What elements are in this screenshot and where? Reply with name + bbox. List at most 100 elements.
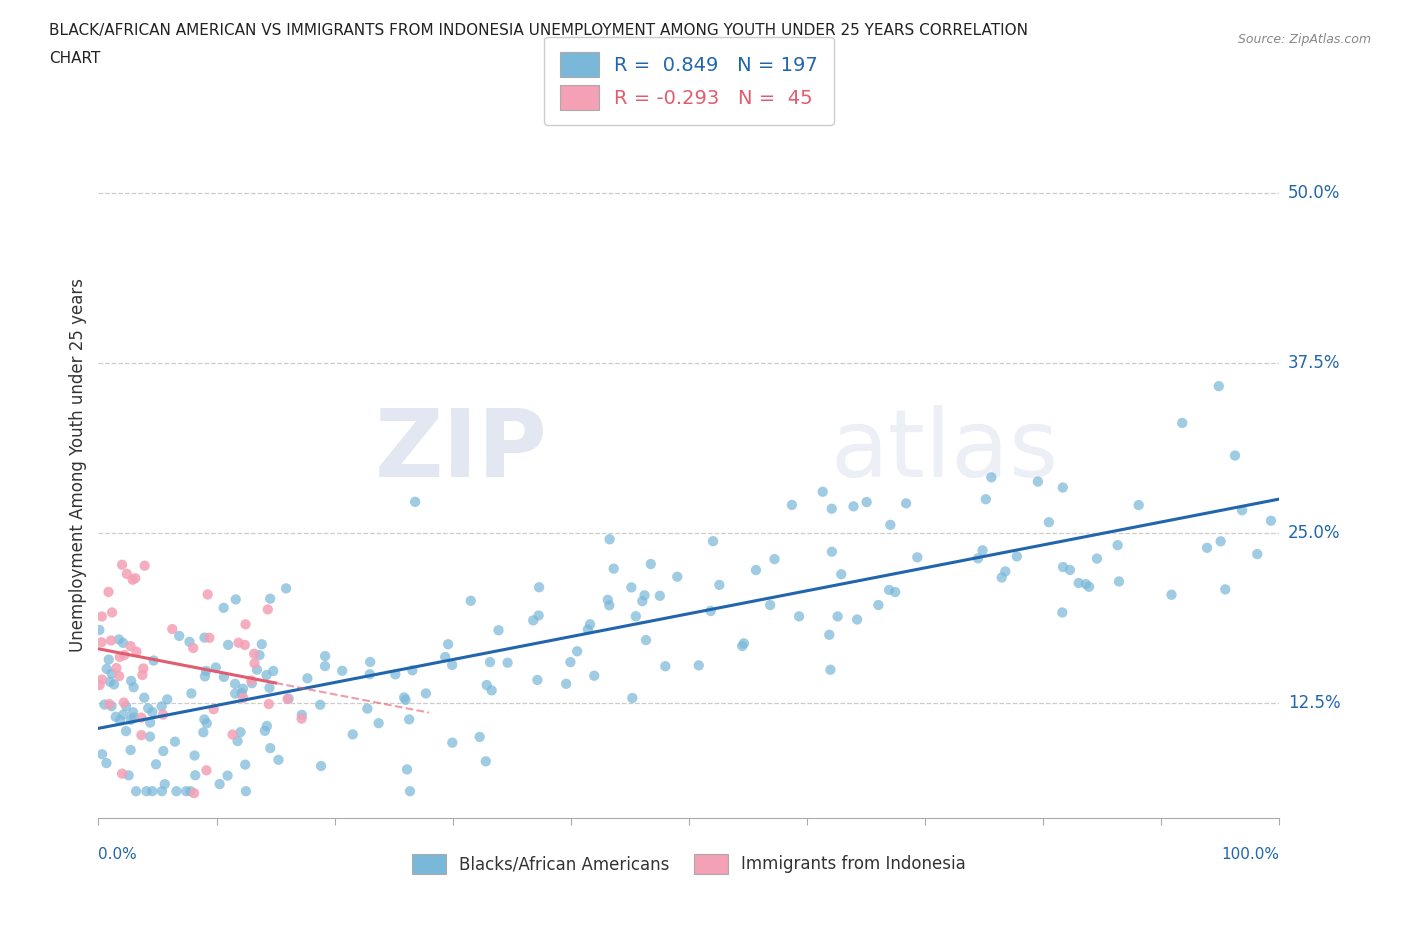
Point bbox=[1107, 538, 1129, 552]
Point bbox=[1108, 574, 1130, 589]
Point bbox=[277, 692, 299, 707]
Point bbox=[522, 613, 544, 628]
Point bbox=[249, 647, 271, 662]
Point bbox=[330, 663, 353, 678]
Point bbox=[136, 701, 159, 716]
Point bbox=[401, 663, 423, 678]
Point bbox=[139, 729, 162, 744]
Point bbox=[132, 661, 155, 676]
Point bbox=[356, 701, 378, 716]
Point bbox=[226, 734, 249, 749]
Point bbox=[277, 691, 299, 706]
Point bbox=[117, 768, 139, 783]
Point bbox=[434, 649, 457, 664]
Point bbox=[868, 598, 890, 613]
Point bbox=[879, 517, 901, 532]
Point bbox=[1085, 551, 1108, 566]
Point bbox=[259, 591, 281, 606]
Point bbox=[437, 637, 460, 652]
Point bbox=[1059, 563, 1081, 578]
Point bbox=[112, 695, 135, 710]
Point bbox=[180, 784, 202, 799]
Point bbox=[231, 685, 253, 700]
Point bbox=[195, 763, 218, 777]
Point bbox=[141, 784, 163, 799]
Point bbox=[131, 727, 153, 742]
Point bbox=[193, 631, 215, 645]
Point bbox=[156, 692, 179, 707]
Point bbox=[96, 661, 118, 676]
Point bbox=[821, 501, 844, 516]
Point bbox=[699, 604, 721, 618]
Text: 12.5%: 12.5% bbox=[1288, 694, 1340, 711]
Point bbox=[846, 612, 869, 627]
Point bbox=[309, 759, 332, 774]
Point bbox=[101, 605, 124, 620]
Point bbox=[395, 762, 418, 777]
Point bbox=[527, 579, 550, 594]
Point bbox=[152, 744, 174, 759]
Point bbox=[1208, 379, 1230, 393]
Point bbox=[576, 622, 599, 637]
Text: atlas: atlas bbox=[831, 405, 1059, 497]
Point bbox=[830, 566, 852, 581]
Point bbox=[555, 676, 578, 691]
Point bbox=[994, 564, 1017, 578]
Point bbox=[198, 631, 221, 645]
Point bbox=[90, 609, 112, 624]
Point bbox=[115, 724, 138, 738]
Point bbox=[112, 707, 135, 722]
Point bbox=[108, 712, 131, 727]
Point bbox=[232, 682, 254, 697]
Point bbox=[631, 593, 654, 608]
Point bbox=[235, 617, 257, 631]
Point bbox=[97, 584, 120, 599]
Point bbox=[233, 757, 256, 772]
Point bbox=[131, 711, 153, 725]
Point bbox=[145, 757, 167, 772]
Point bbox=[1230, 503, 1253, 518]
Text: 25.0%: 25.0% bbox=[1288, 524, 1340, 542]
Point bbox=[488, 623, 510, 638]
Point bbox=[1052, 560, 1074, 575]
Point bbox=[980, 470, 1002, 485]
Point bbox=[256, 719, 278, 734]
Point bbox=[415, 686, 437, 701]
Point bbox=[163, 734, 186, 749]
Legend: Blacks/African Americans, Immigrants from Indonesia: Blacks/African Americans, Immigrants fro… bbox=[405, 847, 973, 881]
Point bbox=[1052, 605, 1074, 620]
Point bbox=[162, 621, 184, 636]
Point bbox=[259, 740, 281, 755]
Point bbox=[240, 676, 263, 691]
Point bbox=[1160, 588, 1182, 603]
Point bbox=[262, 663, 284, 678]
Point bbox=[98, 674, 121, 689]
Point bbox=[183, 748, 205, 763]
Point bbox=[596, 592, 619, 607]
Point bbox=[259, 681, 281, 696]
Point bbox=[180, 686, 202, 701]
Point bbox=[818, 628, 841, 643]
Point bbox=[204, 660, 226, 675]
Point bbox=[105, 660, 128, 675]
Point bbox=[1074, 577, 1097, 591]
Point bbox=[150, 784, 173, 799]
Point bbox=[108, 669, 131, 684]
Point bbox=[111, 557, 134, 572]
Point bbox=[165, 784, 187, 799]
Point bbox=[179, 634, 201, 649]
Point bbox=[233, 637, 256, 652]
Point bbox=[460, 593, 482, 608]
Point bbox=[228, 635, 250, 650]
Point bbox=[217, 768, 239, 783]
Point bbox=[152, 707, 174, 722]
Point bbox=[103, 677, 125, 692]
Point bbox=[583, 669, 606, 684]
Point bbox=[884, 585, 907, 600]
Point bbox=[122, 705, 145, 720]
Point bbox=[124, 571, 146, 586]
Point bbox=[709, 578, 731, 592]
Point bbox=[195, 716, 218, 731]
Point bbox=[108, 649, 131, 664]
Point bbox=[131, 668, 153, 683]
